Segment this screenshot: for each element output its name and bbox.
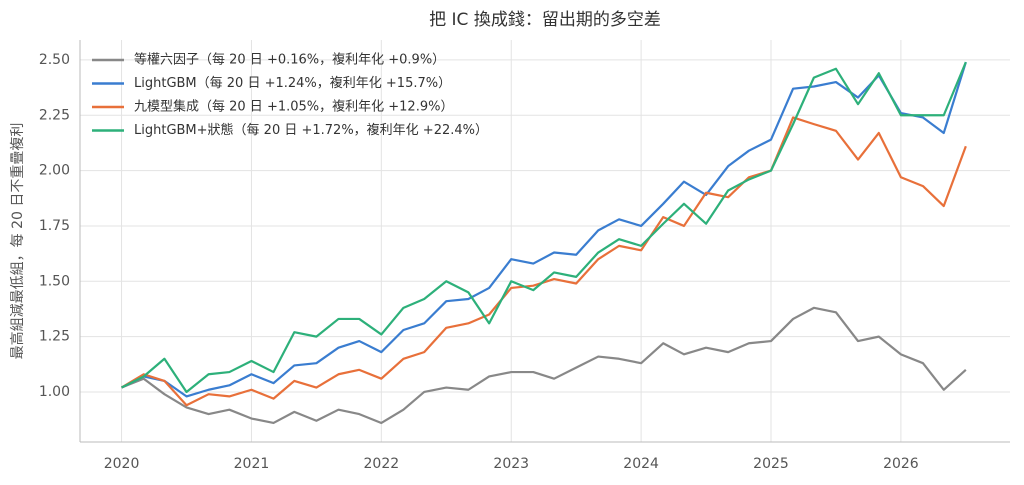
- y-tick-label: 1.25: [39, 329, 70, 345]
- x-tick-label: 2022: [364, 456, 400, 472]
- x-tick-label: 2020: [104, 456, 140, 472]
- y-tick-label: 2.50: [39, 52, 70, 68]
- legend-label: LightGBM（每 20 日 +1.24%，複利年化 +15.7%）: [134, 75, 451, 91]
- series-line: [121, 306, 967, 425]
- legend-label: LightGBM+狀態（每 20 日 +1.72%，複利年化 +22.4%）: [134, 122, 488, 138]
- x-tick-label: 2025: [753, 456, 789, 472]
- y-axis-label: 最高組減最低組，每 20 日不重疊複利: [9, 123, 26, 360]
- y-tick-label: 1.75: [39, 218, 70, 234]
- legend-label: 等權六因子（每 20 日 +0.16%，複利年化 +0.9%）: [134, 52, 445, 68]
- x-tick-label: 2023: [493, 456, 529, 472]
- x-tick-label: 2024: [623, 456, 659, 472]
- y-tick-label: 2.00: [39, 163, 70, 179]
- y-tick-label: 1.00: [39, 384, 70, 400]
- y-tick-label: 1.50: [39, 273, 70, 289]
- x-tick-label: 2026: [883, 456, 919, 472]
- legend-label: 九模型集成（每 20 日 +1.05%，複利年化 +12.9%）: [134, 99, 453, 115]
- chart-title: 把 IC 換成錢：留出期的多空差: [429, 10, 661, 30]
- series-line: [121, 61, 967, 398]
- y-tick-label: 2.25: [39, 107, 70, 123]
- x-tick-label: 2021: [234, 456, 270, 472]
- series-line: [121, 61, 967, 394]
